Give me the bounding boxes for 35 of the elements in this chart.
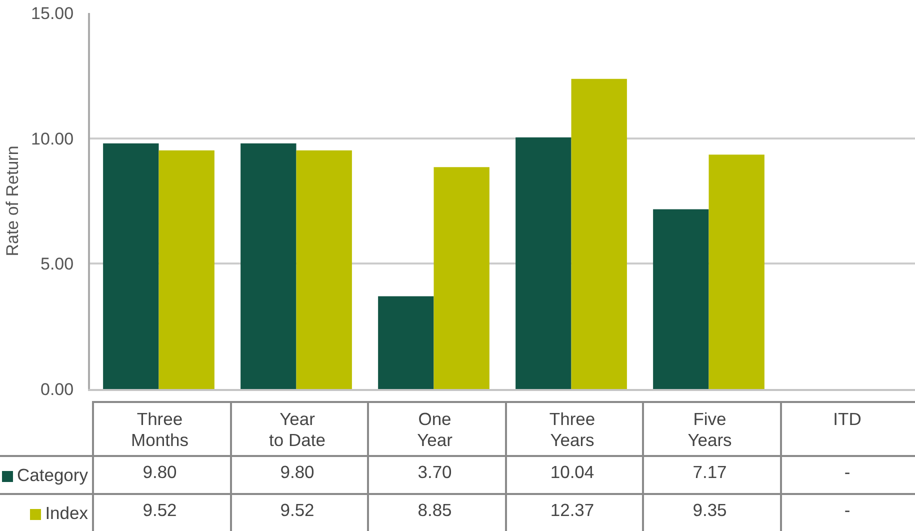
data-label: 12.37 xyxy=(550,500,594,521)
data-label: 9.35 xyxy=(692,500,727,521)
bar xyxy=(158,150,214,389)
x-tick-label: Three Months xyxy=(131,409,188,451)
y-tick-label: 10.00 xyxy=(31,129,74,148)
data-label: 9.52 xyxy=(142,500,177,521)
y-axis-title: Rate of Return xyxy=(3,146,22,256)
bar xyxy=(653,209,709,389)
x-tick-label: One Year xyxy=(417,409,452,451)
data-label: 9.80 xyxy=(142,462,177,483)
bar xyxy=(708,154,764,389)
data-label: 9.80 xyxy=(280,462,314,483)
x-tick-label: Five Years xyxy=(688,409,732,451)
bar xyxy=(516,137,572,389)
bar xyxy=(571,78,627,389)
bar xyxy=(296,150,352,389)
y-tick-label: 5.00 xyxy=(40,254,74,274)
legend-label: Category xyxy=(16,465,88,486)
legend-label: Index xyxy=(45,503,88,524)
data-label: 7.17 xyxy=(692,462,727,483)
data-label: 8.85 xyxy=(418,500,452,521)
bar xyxy=(434,167,490,389)
data-label: 9.52 xyxy=(280,500,314,521)
bar xyxy=(103,143,159,389)
x-tick-label: ITD xyxy=(833,409,862,430)
data-label: 10.04 xyxy=(550,462,594,483)
bar xyxy=(378,296,434,389)
text: - xyxy=(844,462,850,482)
y-tick-label: 15.00 xyxy=(31,4,74,23)
x-tick-label: Three Years xyxy=(549,409,596,451)
text: - xyxy=(844,500,850,520)
data-label: 3.70 xyxy=(418,462,452,483)
y-tick-label: 0.00 xyxy=(40,380,74,399)
bar xyxy=(240,143,296,389)
x-tick-label: Year to Date xyxy=(269,409,326,451)
